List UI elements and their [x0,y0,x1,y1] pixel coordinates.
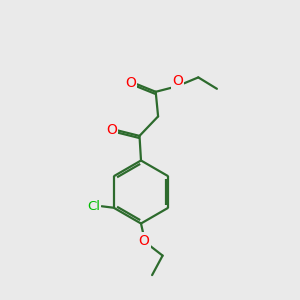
Text: O: O [172,74,183,88]
Text: O: O [139,234,149,248]
Text: O: O [125,76,136,90]
Text: O: O [106,123,117,137]
Text: Cl: Cl [87,200,100,213]
